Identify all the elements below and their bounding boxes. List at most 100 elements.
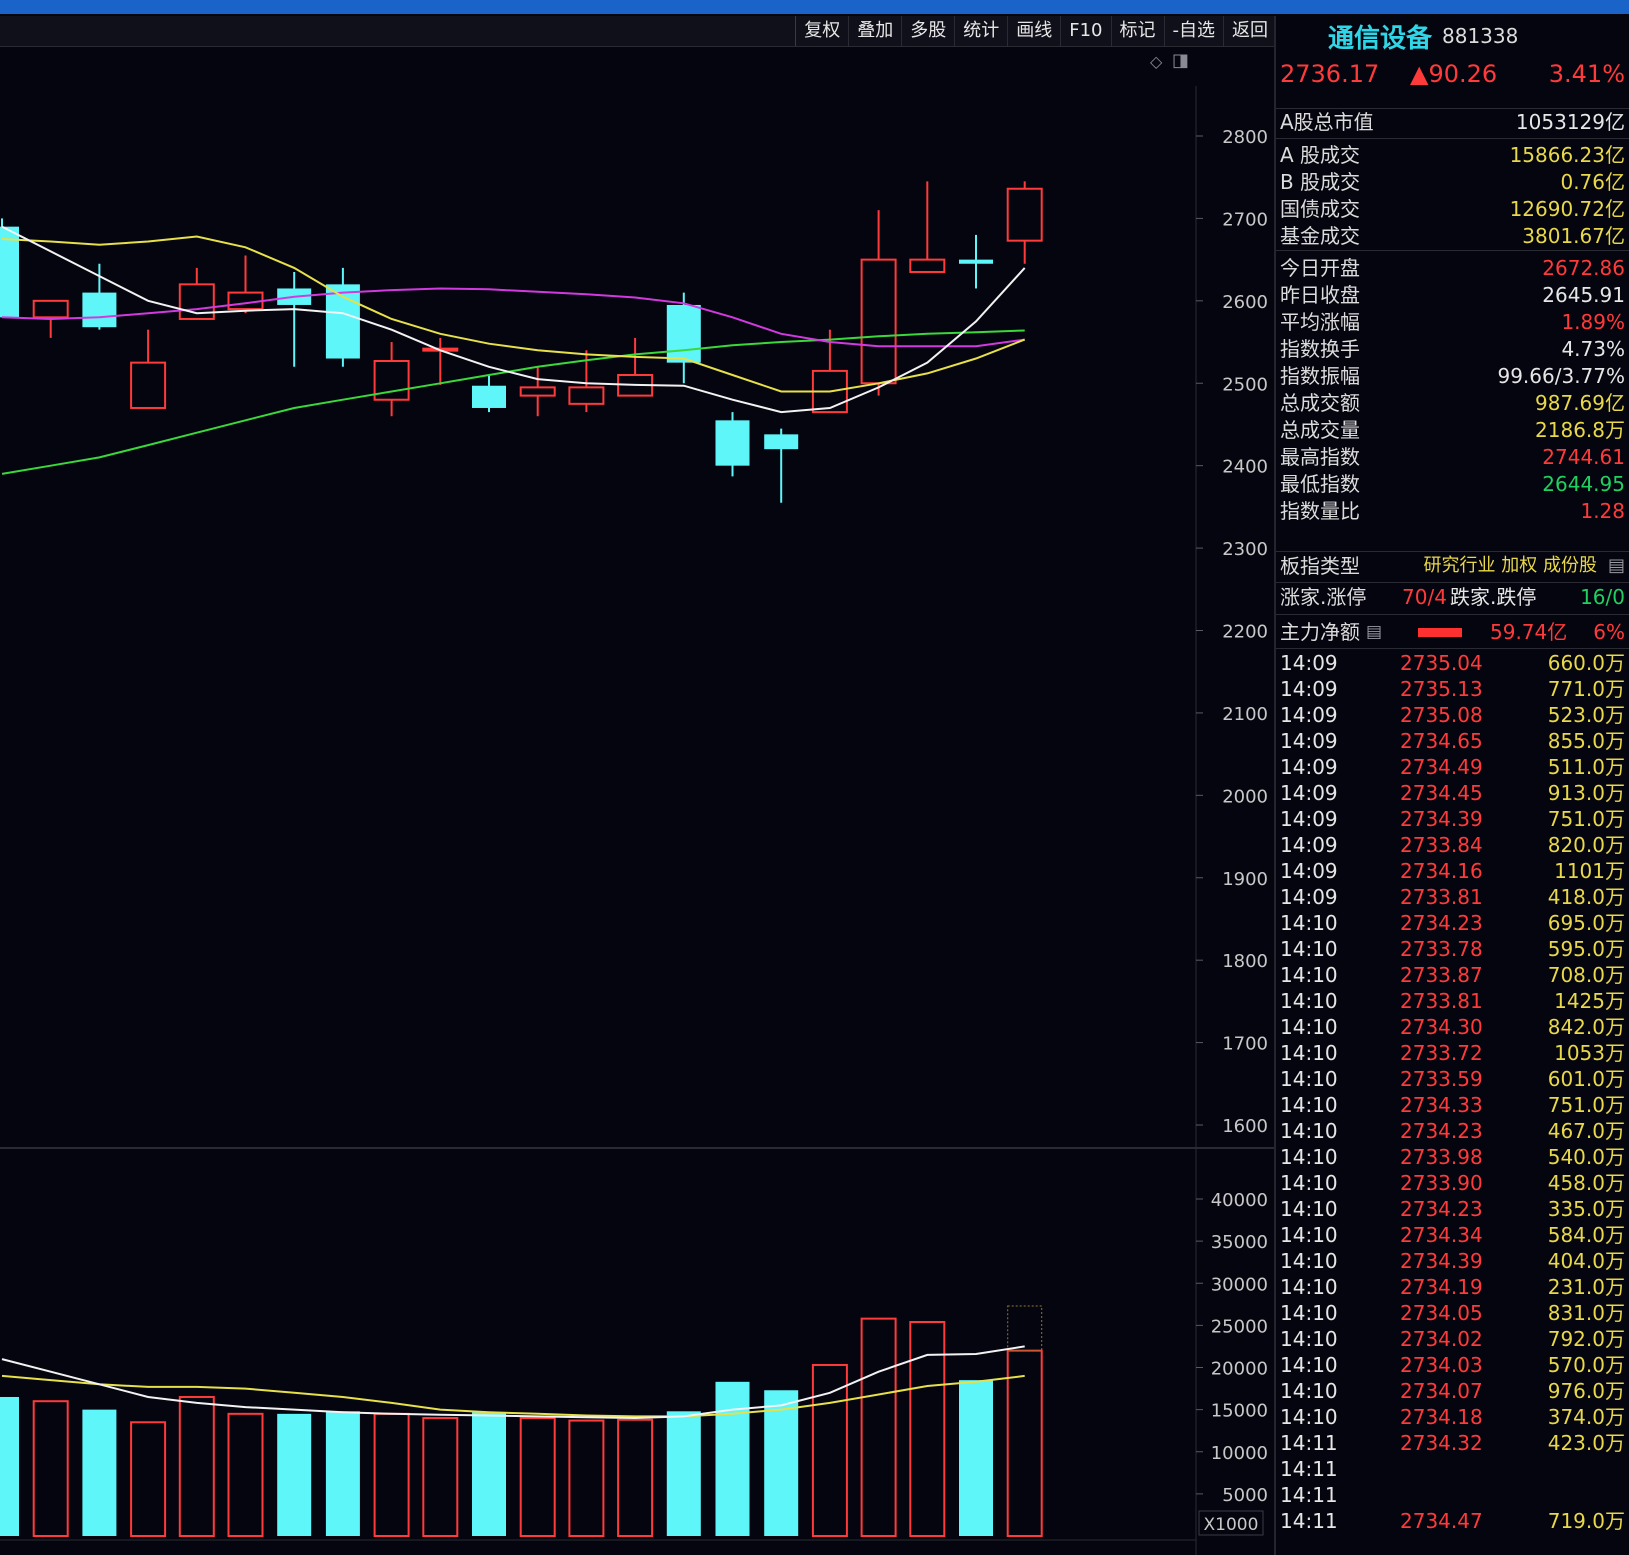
list-icon[interactable]: ▤ (1366, 622, 1383, 642)
trade-volume: 231.0万 (1547, 1275, 1625, 1299)
volume-bar (178, 1395, 215, 1538)
candle-body (764, 434, 799, 450)
trade-price: 2734.49 (1400, 755, 1483, 779)
trade-time: 14:10 (1280, 1197, 1338, 1221)
price-tick-label: 2100 (1222, 704, 1268, 725)
stat-value: 987.69亿 (1535, 391, 1625, 415)
trade-time: 14:10 (1280, 1249, 1338, 1273)
toolbar-button[interactable]: 返回 (1223, 16, 1276, 46)
trade-volume: 820.0万 (1547, 833, 1625, 857)
sector-tag[interactable]: 成份股 (1543, 555, 1597, 576)
trade-price: 2733.87 (1400, 963, 1483, 987)
list-icon[interactable]: ▤ (1607, 555, 1625, 576)
trade-row: 14:10 2734.03 570.0万 (1276, 1352, 1629, 1379)
trade-volume: 540.0万 (1547, 1145, 1625, 1169)
trade-price: 2733.90 (1400, 1171, 1483, 1195)
diamond-icon[interactable]: ◇ (1150, 52, 1163, 71)
trade-price: 2734.03 (1400, 1353, 1483, 1377)
trade-time: 14:10 (1280, 1093, 1338, 1117)
quote-header: 通信设备 881338 2736.17 ▲90.26 3.41% (1276, 16, 1629, 109)
volume-tick-label: 25000 (1211, 1316, 1268, 1337)
stat-label: A股总市值 (1280, 110, 1374, 134)
up-label: 涨家.涨停 (1280, 585, 1367, 609)
volume-bar (422, 1417, 459, 1538)
price-tick-label: 2800 (1222, 127, 1268, 148)
trade-time: 14:09 (1280, 677, 1338, 701)
toolbar-button[interactable]: 统计 (954, 16, 1007, 46)
trade-price: 2734.23 (1400, 1197, 1483, 1221)
stat-value: 15866.23亿 (1509, 143, 1625, 167)
trade-price: 2733.81 (1400, 885, 1483, 909)
trade-volume: 771.0万 (1547, 677, 1625, 701)
trade-price: 2734.34 (1400, 1223, 1483, 1247)
trade-time: 14:10 (1280, 1015, 1338, 1039)
trade-row: 14:10 2734.02 792.0万 (1276, 1326, 1629, 1353)
trade-volume: 842.0万 (1547, 1015, 1625, 1039)
trade-price: 2733.59 (1400, 1067, 1483, 1091)
main-force-pct: 6% (1593, 620, 1625, 644)
trade-time: 14:09 (1280, 859, 1338, 883)
stat-label: 总成交额 (1280, 391, 1360, 415)
toolbar-button[interactable]: 多股 (901, 16, 954, 46)
sector-tag[interactable]: 加权 (1501, 555, 1538, 576)
main-force-value: 59.74亿 (1490, 620, 1568, 644)
kline-chart[interactable]: 2800 2700 2600 2500 2400 2300 2200 2100 2000 1900… (0, 46, 1274, 1555)
trade-price: 2734.65 (1400, 729, 1483, 753)
stat-row: 基金成交 3801.67亿 (1276, 222, 1629, 250)
toolbar-button[interactable]: 标记 (1110, 16, 1164, 46)
trade-volume: 404.0万 (1547, 1249, 1625, 1273)
trade-volume: 511.0万 (1547, 755, 1625, 779)
trade-row: 14:10 2734.18 374.0万 (1276, 1404, 1629, 1431)
stat-value: 99.66/3.77% (1497, 364, 1625, 388)
toolbar-button[interactable]: 复权 (795, 16, 848, 46)
down-value: 16/0 (1580, 585, 1625, 609)
limit-up-down-row: 涨家.涨停 70/4 跌家.跌停 16/0 (1276, 582, 1629, 612)
toolbar-button[interactable]: F10 (1060, 16, 1110, 46)
candle-body (472, 385, 506, 408)
stat-row: 最高指数 2744.61 (1276, 443, 1629, 471)
volume-bar (909, 1321, 946, 1537)
divider (1276, 582, 1629, 583)
stat-value: 2645.91 (1542, 283, 1625, 307)
trade-row: 14:11 (1276, 1482, 1629, 1509)
panel-toggle-icon[interactable]: ◨ (1172, 50, 1190, 71)
trade-row: 14:11 2734.47 719.0万 (1276, 1508, 1629, 1535)
trade-row: 14:10 2734.23 695.0万 (1276, 910, 1629, 937)
trade-row: 14:09 2734.39 751.0万 (1276, 806, 1629, 833)
stat-row: 平均涨幅 1.89% (1276, 308, 1629, 336)
trade-volume: 467.0万 (1547, 1119, 1625, 1143)
trade-time: 14:09 (1280, 885, 1338, 909)
trade-price: 2734.39 (1400, 807, 1483, 831)
trade-time: 14:11 (1280, 1509, 1338, 1533)
toolbar-button[interactable]: -自选 (1163, 16, 1224, 46)
trade-row: 14:09 2734.45 913.0万 (1276, 780, 1629, 807)
price-tick-label: 1600 (1222, 1116, 1268, 1137)
trade-time: 14:11 (1280, 1457, 1338, 1481)
trade-time: 14:10 (1280, 1405, 1338, 1429)
trade-row: 14:09 2734.65 855.0万 (1276, 728, 1629, 755)
trade-price: 2734.07 (1400, 1379, 1483, 1403)
trade-time: 14:10 (1280, 1327, 1338, 1351)
trade-row: 14:09 2735.13 771.0万 (1276, 676, 1629, 703)
trade-row: 14:10 2734.33 751.0万 (1276, 1092, 1629, 1119)
volume-bar (325, 1411, 360, 1536)
price-tick-label: 1700 (1222, 1034, 1268, 1055)
stat-label: 国债成交 (1280, 197, 1360, 221)
trade-price: 2734.30 (1400, 1015, 1483, 1039)
main-force-label: 主力净额 (1280, 620, 1360, 644)
trade-time: 14:10 (1280, 1353, 1338, 1377)
price-tick-label: 2500 (1222, 374, 1268, 395)
trade-row: 14:10 2733.59 601.0万 (1276, 1066, 1629, 1093)
trade-time: 14:10 (1280, 1275, 1338, 1299)
trade-row: 14:10 2734.39 404.0万 (1276, 1248, 1629, 1275)
toolbar-buttons: 复权 叠加 多股 统计 画线 F10 标记 -自选 返回 (795, 16, 1276, 46)
toolbar-button[interactable]: 画线 (1007, 16, 1060, 46)
stat-value: 2186.8万 (1535, 418, 1625, 442)
sector-tags[interactable]: 研究行业 加权 成份股 (1424, 552, 1597, 580)
trade-row: 14:10 2733.72 1053万 (1276, 1040, 1629, 1067)
toolbar-button[interactable]: 叠加 (848, 16, 901, 46)
sector-tag[interactable]: 研究行业 (1423, 555, 1496, 576)
trade-row: 14:11 2734.32 423.0万 (1276, 1430, 1629, 1457)
trade-time: 14:09 (1280, 833, 1338, 857)
candle-body (519, 386, 556, 397)
